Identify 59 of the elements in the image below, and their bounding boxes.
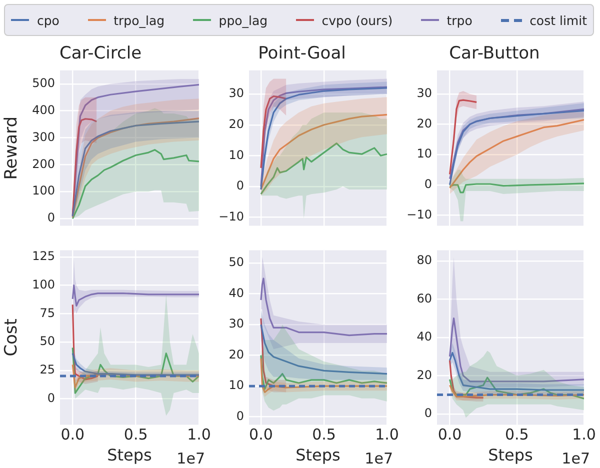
y-tick-label: 0 xyxy=(47,210,55,225)
x-tick-label: 1.0 xyxy=(187,426,211,444)
chart-title: Car-Circle xyxy=(59,44,142,64)
legend-label: cvpo (ours) xyxy=(320,12,393,28)
x-axis-title: Steps xyxy=(296,446,340,465)
y-tick-label: 80 xyxy=(416,253,432,268)
y-tick-label: 20 xyxy=(228,347,244,362)
y-tick-label: −10 xyxy=(406,207,432,222)
text: 1e7 xyxy=(364,449,393,468)
y-tick-label: 30 xyxy=(228,316,244,331)
y-tick-label: 20 xyxy=(416,368,432,382)
x-tick-label: 0.5 xyxy=(504,426,529,444)
y-tick-label: 0 xyxy=(424,406,432,420)
legend-label: ppo_lag xyxy=(218,12,268,28)
chart-title: Car-Button xyxy=(449,44,540,64)
y-tick-label: 40 xyxy=(416,330,432,344)
legend-label: cpo xyxy=(36,12,60,28)
y-axis-title: Cost xyxy=(2,318,22,356)
y-tick-label: 20 xyxy=(228,116,244,131)
y-axis-title: Reward xyxy=(2,116,22,180)
y-tick-label: 25 xyxy=(40,362,55,377)
y-tick-label: 100 xyxy=(32,277,55,292)
x-tick-label: 0.5 xyxy=(124,426,148,444)
y-tick-label: 500 xyxy=(32,76,55,90)
x-axis-title: Steps xyxy=(107,446,152,465)
text: 1e7 xyxy=(176,449,205,468)
y-tick-label: 0 xyxy=(47,390,55,405)
y-tick-label: 300 xyxy=(32,130,55,144)
y-tick-label: 60 xyxy=(416,291,432,306)
y-tick-label: 10 xyxy=(228,378,244,392)
y-tick-label: −10 xyxy=(218,209,244,224)
chart-title: Point-Goal xyxy=(258,44,346,64)
y-tick-label: 50 xyxy=(228,255,244,270)
y-tick-label: 10 xyxy=(416,146,432,161)
x-tick-label: 0.5 xyxy=(312,426,336,444)
legend-label: trpo xyxy=(446,12,472,28)
y-tick-label: 30 xyxy=(416,86,432,100)
y-tick-label: 125 xyxy=(32,249,55,264)
x-axis-title: Steps xyxy=(488,446,533,465)
legend-label: trpo_lag xyxy=(112,12,165,28)
x-tick-label: 0.0 xyxy=(60,426,85,444)
y-tick-label: 400 xyxy=(32,102,55,117)
y-tick-label: 10 xyxy=(228,148,244,162)
text: 1e7 xyxy=(562,449,590,468)
y-tick-label: 0 xyxy=(236,408,244,423)
y-tick-label: 30 xyxy=(228,86,244,100)
y-tick-label: 0 xyxy=(236,178,244,193)
x-tick-label: 1.0 xyxy=(375,426,399,444)
y-tick-label: 40 xyxy=(228,286,244,300)
y-tick-label: 75 xyxy=(40,306,55,320)
x-tick-label: 1.0 xyxy=(572,426,596,444)
legend-label: cost limit xyxy=(528,12,587,28)
y-tick-label: 50 xyxy=(40,334,55,348)
y-tick-label: 0 xyxy=(424,177,432,192)
x-tick-label: 0.0 xyxy=(438,426,462,444)
y-tick-label: 200 xyxy=(32,156,55,171)
y-tick-label: 20 xyxy=(416,116,432,130)
y-tick-label: 100 xyxy=(32,184,55,198)
x-tick-label: 0.0 xyxy=(249,426,273,444)
